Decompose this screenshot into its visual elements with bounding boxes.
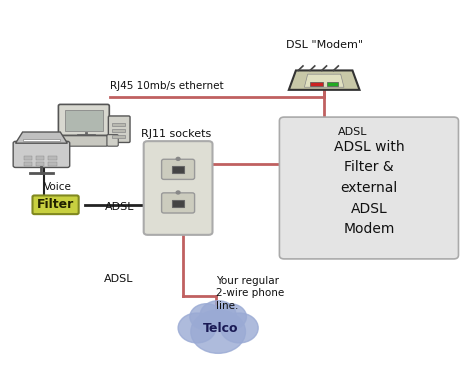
Bar [173,200,184,207]
Text: Your regular
2-wire phone
line.: Your regular 2-wire phone line. [216,276,284,311]
FancyBboxPatch shape [109,116,130,143]
Bar [310,82,323,86]
FancyBboxPatch shape [65,110,103,131]
FancyBboxPatch shape [279,117,458,259]
Circle shape [190,304,223,330]
Bar [112,123,125,126]
Bar [36,156,44,160]
Circle shape [176,158,180,161]
Circle shape [200,301,236,329]
Bar [48,162,56,165]
Bar [24,162,32,165]
Polygon shape [289,70,359,90]
Text: Telco: Telco [203,322,238,335]
Text: RJ11 sockets: RJ11 sockets [141,129,211,139]
Bar [327,82,338,86]
FancyBboxPatch shape [60,136,108,146]
Text: RJ45 10mb/s ethernet: RJ45 10mb/s ethernet [109,81,223,91]
Circle shape [176,191,180,194]
Text: DSL "Modem": DSL "Modem" [286,40,363,50]
Bar [48,156,56,160]
FancyBboxPatch shape [33,196,79,214]
Circle shape [178,313,216,343]
Bar [24,156,32,160]
Text: ADSL: ADSL [104,274,133,284]
FancyBboxPatch shape [13,141,70,167]
Text: Filter: Filter [37,198,74,211]
Text: ADSL with
Filter &
external
ADSL
Modem: ADSL with Filter & external ADSL Modem [334,140,404,236]
FancyBboxPatch shape [162,193,195,213]
Bar [112,135,125,138]
Text: Voice: Voice [44,182,72,193]
Text: ADSL: ADSL [338,127,368,137]
Bar [36,162,44,165]
Polygon shape [16,132,67,143]
Bar [112,129,125,132]
Circle shape [191,310,246,353]
Polygon shape [304,74,344,87]
FancyBboxPatch shape [58,105,109,135]
Circle shape [220,313,258,343]
Bar [173,166,184,173]
FancyBboxPatch shape [144,141,212,235]
Bar [23,139,60,141]
Text: ADSL: ADSL [105,202,135,212]
Circle shape [213,304,246,330]
FancyBboxPatch shape [162,159,195,179]
FancyBboxPatch shape [107,135,118,146]
